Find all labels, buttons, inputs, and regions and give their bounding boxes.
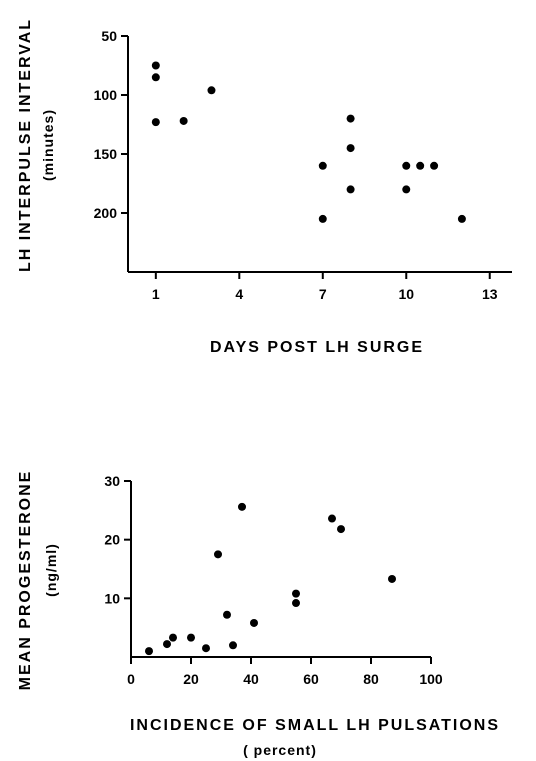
y-axis-title: MEAN PROGESTERONE: [17, 470, 34, 691]
x-axis-title: DAYS POST LH SURGE: [210, 339, 424, 356]
y-tick-label: 100: [94, 87, 118, 103]
x-axis-title: INCIDENCE OF SMALL LH PULSATIONS: [130, 717, 500, 734]
data-point: [179, 116, 188, 125]
x-axis-subtitle: ( percent): [243, 742, 317, 758]
data-point: [457, 214, 466, 223]
x-tick-label: 100: [419, 671, 443, 687]
data-point: [187, 633, 195, 642]
data-point: [207, 86, 216, 95]
y-axis-subtitle: (ng/ml): [43, 543, 59, 597]
data-point: [151, 61, 160, 70]
y-tick-label: 20: [104, 532, 120, 548]
data-point: [151, 118, 160, 127]
data-point: [145, 647, 153, 656]
data-point: [430, 161, 439, 170]
data-point: [169, 633, 177, 642]
data-point: [163, 640, 171, 649]
data-point: [402, 161, 411, 170]
x-tick-label: 40: [243, 671, 259, 687]
x-tick-label: 13: [482, 286, 498, 302]
data-point: [346, 114, 355, 123]
chart-interpulse-interval: 50 100 150 200 1 4 7 10 13 LH INTERPULSE INTERVA…: [17, 18, 512, 356]
data-point: [318, 161, 327, 170]
data-point: [214, 550, 222, 559]
data-point: [292, 589, 300, 598]
x-tick-label: 10: [398, 286, 414, 302]
y-tick-label: 10: [104, 590, 120, 606]
data-point: [337, 525, 345, 534]
data-point: [229, 641, 237, 650]
x-tick-label: 7: [319, 286, 327, 302]
data-point: [238, 502, 246, 511]
data-point: [151, 73, 160, 82]
y-axis-subtitle: (minutes): [40, 109, 56, 181]
x-tick-label: 4: [235, 286, 243, 302]
y-tick-label: 50: [101, 28, 117, 44]
x-tick-label: 0: [127, 671, 135, 687]
y-tick-label: 200: [94, 205, 118, 221]
x-tick-label: 20: [183, 671, 199, 687]
data-point: [202, 644, 210, 653]
ticks: 10 20 30 0 20 40 60 80 100: [104, 473, 442, 687]
data-point: [292, 599, 300, 608]
data-points: [151, 61, 466, 223]
data-point: [250, 618, 258, 627]
y-tick-label: 150: [94, 146, 118, 162]
x-tick-label: 80: [363, 671, 379, 687]
ticks: 50 100 150 200 1 4 7 10 13: [94, 28, 498, 302]
data-point: [223, 610, 231, 619]
chart-mean-progesterone: 10 20 30 0 20 40 60 80 100 MEAN PROGESTERONE (ng…: [17, 470, 500, 758]
data-point: [416, 161, 425, 170]
x-tick-label: 60: [303, 671, 319, 687]
y-axis-title: LH INTERPULSE INTERVAL: [17, 18, 34, 272]
data-point: [346, 144, 355, 153]
data-points: [145, 502, 396, 656]
x-tick-label: 1: [152, 286, 160, 302]
data-point: [346, 185, 355, 194]
data-point: [328, 514, 336, 523]
data-point: [388, 574, 396, 583]
data-point: [318, 214, 327, 223]
y-tick-label: 30: [104, 473, 120, 489]
data-point: [402, 185, 411, 194]
